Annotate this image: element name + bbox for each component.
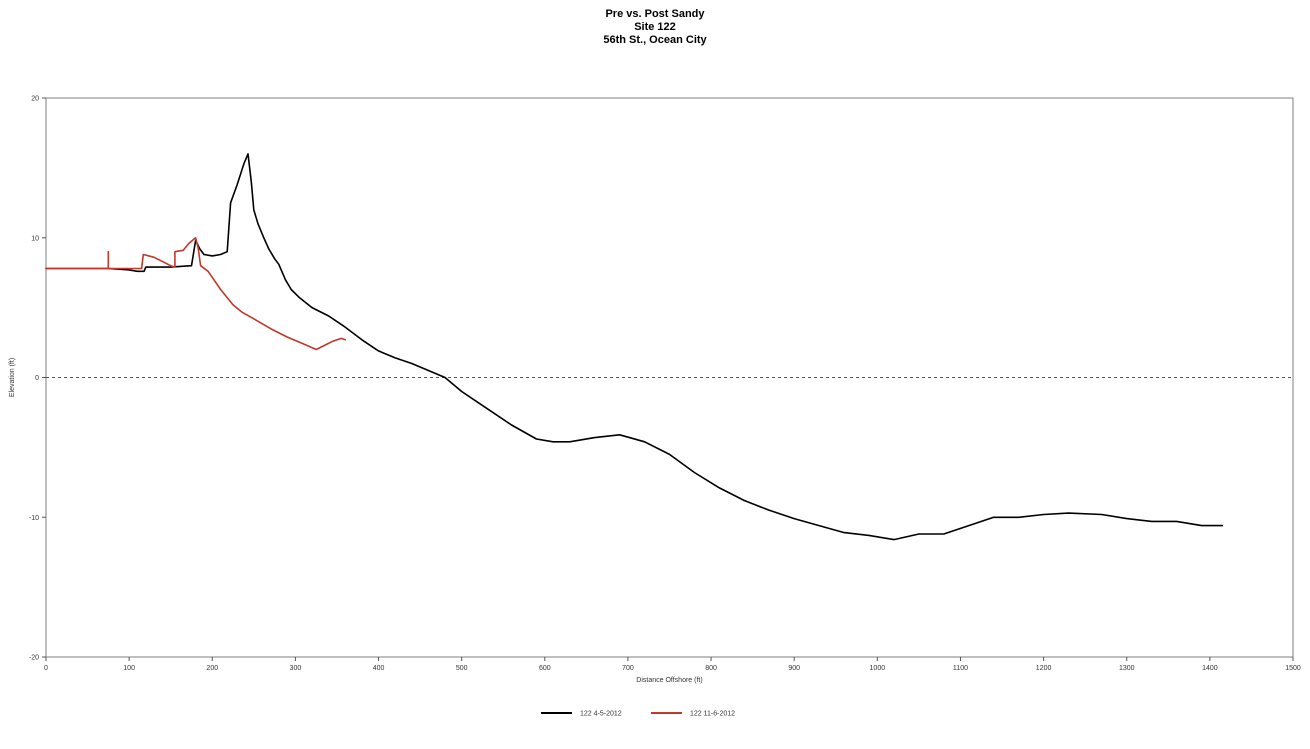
y-tick-label: -20 bbox=[29, 655, 39, 662]
legend-label-series-1: 122 4-5-2012 bbox=[580, 711, 622, 718]
y-tick-label: 20 bbox=[31, 96, 39, 103]
chart-title-line-3: 56th St., Ocean City bbox=[603, 34, 707, 46]
x-tick-label: 1100 bbox=[953, 665, 968, 672]
x-tick-label: 600 bbox=[539, 665, 551, 672]
x-tick-label: 300 bbox=[290, 665, 302, 672]
x-axis-ticks: 0 100 200 300 400 500 600 700 800 900 1000 1100 1200… bbox=[44, 657, 1301, 672]
y-axis-label: Elevation (ft) bbox=[9, 358, 16, 397]
x-tick-label: 800 bbox=[705, 665, 717, 672]
legend-label-series-2: 122 11-6-2012 bbox=[690, 711, 735, 718]
x-axis-label: Distance Offshore (ft) bbox=[636, 677, 702, 684]
x-tick-label: 400 bbox=[373, 665, 385, 672]
x-tick-label: 1000 bbox=[870, 665, 886, 672]
y-tick-label: -10 bbox=[29, 515, 39, 522]
x-tick-label: 900 bbox=[788, 665, 800, 672]
y-axis-ticks: 20 10 0 -10 -20 bbox=[29, 96, 46, 662]
x-tick-label: 0 bbox=[44, 665, 48, 672]
x-tick-label: 500 bbox=[456, 665, 468, 672]
chart-title-line-1: Pre vs. Post Sandy bbox=[605, 8, 705, 20]
series-layer bbox=[45, 153, 1224, 541]
x-tick-label: 200 bbox=[206, 665, 218, 672]
legend: 122 4-5-2012 122 11-6-2012 bbox=[541, 711, 735, 718]
x-tick-label: 1500 bbox=[1285, 665, 1301, 672]
series-line-2 bbox=[45, 237, 347, 351]
x-tick-label: 1400 bbox=[1202, 665, 1218, 672]
x-tick-label: 1300 bbox=[1119, 665, 1135, 672]
x-tick-label: 1200 bbox=[1036, 665, 1052, 672]
chart-title-line-2: Site 122 bbox=[634, 21, 676, 33]
y-tick-label: 10 bbox=[31, 235, 39, 242]
series-line-1 bbox=[45, 153, 1224, 541]
x-tick-label: 700 bbox=[622, 665, 634, 672]
y-tick-label: 0 bbox=[35, 375, 39, 382]
chart-title: Pre vs. Post Sandy Site 122 56th St., Oc… bbox=[0, 8, 1310, 47]
x-tick-label: 100 bbox=[123, 665, 135, 672]
